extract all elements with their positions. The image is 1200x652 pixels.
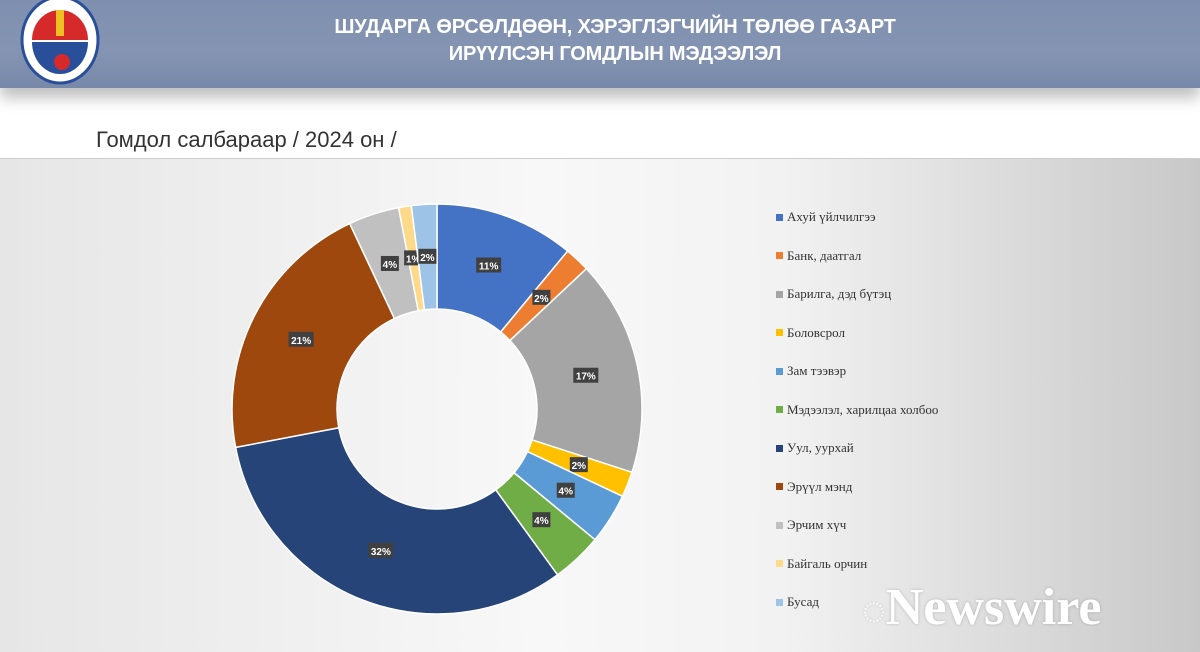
legend-swatch — [776, 290, 783, 298]
chart-legend: Ахуй үйлчилгээ Банк, даатгал Барилга, дэд … — [776, 198, 938, 622]
agency-logo — [20, 0, 100, 85]
data-label-text: 2% — [572, 461, 587, 472]
legend-label: Барилга, дэд бүтэц — [787, 286, 892, 302]
watermark-text: Newswire — [885, 579, 1102, 636]
legend-label: Уул, уурхай — [787, 440, 854, 456]
data-label: 2% — [569, 457, 588, 473]
legend-swatch — [776, 444, 783, 452]
legend-item: Ахуй үйлчилгээ — [776, 198, 938, 237]
data-label: 32% — [368, 542, 394, 558]
legend-label: Байгаль орчин — [787, 555, 868, 571]
legend-label: Эрүүл мэнд — [787, 478, 853, 494]
legend-label: Мэдээлэл, харилцаа холбоо — [787, 401, 939, 417]
legend-item: Барилга, дэд бүтэц — [776, 275, 938, 314]
newswire-watermark: ◌Newswire — [862, 579, 1102, 636]
page-title: ШУДАРГА ӨРСӨЛДӨӨН, ХЭРЭГЛЭГЧИЙН ТӨЛӨӨ ГА… — [170, 14, 1060, 68]
data-label-text: 4% — [559, 487, 574, 498]
legend-swatch — [776, 483, 783, 491]
data-label: 4% — [380, 255, 399, 271]
data-label: 21% — [288, 331, 314, 347]
legend-swatch — [776, 329, 783, 337]
title-line-2: ИРҮҮЛСЭН ГОМДЛЫН МЭДЭЭЛЭЛ — [448, 43, 782, 65]
legend-label: Эрчим хүч — [787, 517, 847, 533]
data-label-text: 21% — [291, 336, 311, 347]
legend-item: Мэдээлэл, харилцаа холбоо — [776, 391, 938, 430]
legend-label: Бусад — [787, 594, 819, 610]
title-line-1: ШУДАРГА ӨРСӨЛДӨӨН, ХЭРЭГЛЭГЧИЙН ТӨЛӨӨ ГА… — [334, 16, 896, 38]
legend-swatch — [776, 560, 783, 568]
data-label: 2% — [532, 289, 551, 305]
data-label-text: 1% — [406, 254, 421, 265]
data-label: 17% — [573, 367, 599, 383]
data-label: 2% — [418, 248, 437, 264]
donut-slice — [234, 426, 559, 615]
legend-item: Уул, уурхай — [776, 429, 938, 468]
legend-swatch — [776, 213, 783, 221]
legend-label: Банк, даатгал — [787, 247, 862, 263]
data-label-text: 17% — [576, 372, 596, 383]
legend-swatch — [776, 252, 783, 260]
data-label-text: 4% — [534, 516, 549, 527]
legend-item: Банк, даатгал — [776, 237, 938, 276]
data-label-text: 4% — [383, 260, 398, 271]
legend-swatch — [776, 406, 783, 414]
legend-label: Боловсрол — [787, 324, 845, 340]
data-label-text: 2% — [534, 294, 549, 305]
legend-item: Зам тээвэр — [776, 352, 938, 391]
data-label-text: 2% — [420, 253, 435, 264]
legend-swatch — [776, 521, 783, 529]
legend-item: Боловсрол — [776, 314, 938, 353]
legend-item: Эрчим хүч — [776, 506, 938, 545]
legend-item: Эрүүл мэнд — [776, 468, 938, 507]
header-banner: ШУДАРГА ӨРСӨЛДӨӨН, ХЭРЭГЛЭГЧИЙН ТӨЛӨӨ ГА… — [0, 0, 1200, 88]
legend-label: Зам тээвэр — [787, 363, 847, 379]
data-label-text: 32% — [371, 547, 391, 558]
data-label-text: 11% — [479, 262, 499, 273]
legend-item: Бусад — [776, 583, 938, 622]
legend-label: Ахуй үйлчилгээ — [787, 209, 876, 225]
data-label: 4% — [532, 512, 551, 528]
data-label: 11% — [476, 257, 502, 273]
legend-swatch — [776, 598, 783, 606]
legend-item: Байгаль орчин — [776, 545, 938, 584]
data-label: 4% — [556, 482, 575, 498]
chart-title: Гомдол салбараар / 2024 он / — [96, 127, 397, 152]
legend-swatch — [776, 367, 783, 375]
